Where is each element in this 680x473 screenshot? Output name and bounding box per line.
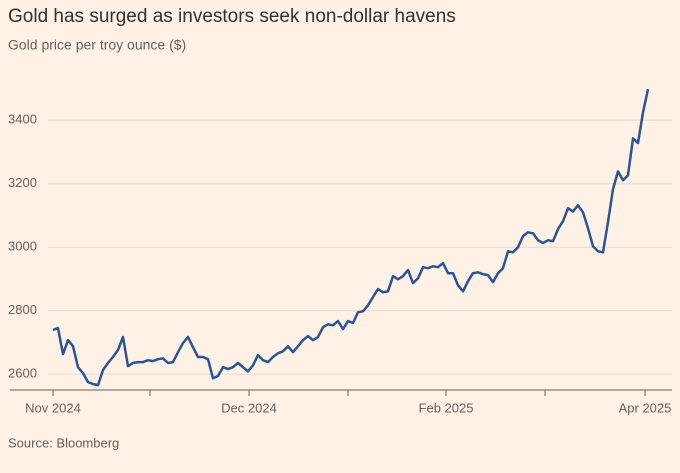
x-tick-label: Apr 2025	[619, 400, 672, 415]
x-tick-label: Dec 2024	[221, 400, 277, 415]
source: Source: Bloomberg	[8, 435, 119, 450]
y-tick-label: 3200	[8, 175, 37, 190]
price-line	[52, 88, 650, 387]
y-tick-label: 2800	[8, 302, 37, 317]
x-tick-label: Nov 2024	[25, 400, 81, 415]
y-tick-label: 3400	[8, 112, 37, 127]
chart-title: Gold has surged as investors seek non-do…	[8, 6, 456, 27]
y-tick-label: 3000	[8, 239, 37, 254]
y-tick-label: 2600	[8, 366, 37, 381]
chart-subtitle: Gold price per troy ounce ($)	[8, 37, 186, 53]
x-tick-label: Feb 2025	[419, 400, 474, 415]
